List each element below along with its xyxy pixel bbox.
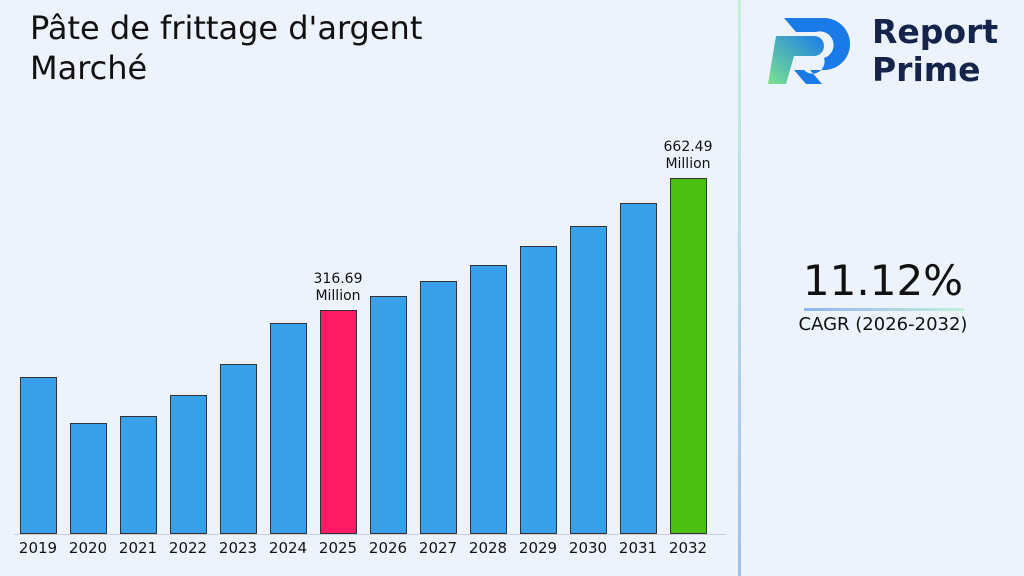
chart: 2019 2020 2021 2022 2023 2024 2025 316.69 Milli…: [18, 138, 713, 557]
bar: [620, 203, 657, 534]
x-tick-label: 2021: [118, 539, 158, 557]
value-label: 316.69 Million: [313, 270, 363, 304]
logo-text: Report: [872, 12, 999, 51]
bar: [470, 264, 507, 534]
bar: [270, 322, 307, 534]
x-tick-label: 2026: [368, 539, 408, 557]
baseline: [14, 534, 726, 535]
x-tick-label: 2024: [268, 539, 308, 557]
bar: [120, 415, 157, 534]
bar: [20, 377, 57, 534]
bar: [520, 246, 557, 534]
value-label: 662.49 Million: [663, 138, 713, 172]
x-tick-label: 2030: [568, 539, 608, 557]
divider: [738, 0, 741, 576]
x-tick-label: 2032: [668, 539, 708, 557]
bar: [370, 296, 407, 534]
x-tick-label: 2031: [618, 539, 658, 557]
chart-title: Pâte de frittage d'argent Marché: [30, 9, 423, 87]
x-tick-label: 2027: [418, 539, 458, 557]
x-tick-label: 2028: [468, 539, 508, 557]
x-tick-label: 2025: [318, 539, 358, 557]
bar: [220, 363, 257, 534]
x-tick-label: 2020: [68, 539, 108, 557]
x-tick-label: 2022: [168, 539, 208, 557]
cagr-value: 11.12%: [802, 256, 964, 305]
bar: [420, 281, 457, 534]
bar: [670, 177, 707, 534]
x-tick-label: 2019: [18, 539, 58, 557]
x-tick-label: 2029: [518, 539, 558, 557]
bar: [320, 309, 357, 534]
bar: [70, 423, 107, 534]
logo-text: Prime: [872, 50, 981, 89]
cagr-label: CAGR (2026-2032): [798, 314, 968, 335]
x-tick-label: 2023: [218, 539, 258, 557]
bar: [570, 225, 607, 534]
logo-icon: [768, 18, 850, 84]
cagr-underline: [804, 308, 964, 311]
bar: [170, 394, 207, 534]
